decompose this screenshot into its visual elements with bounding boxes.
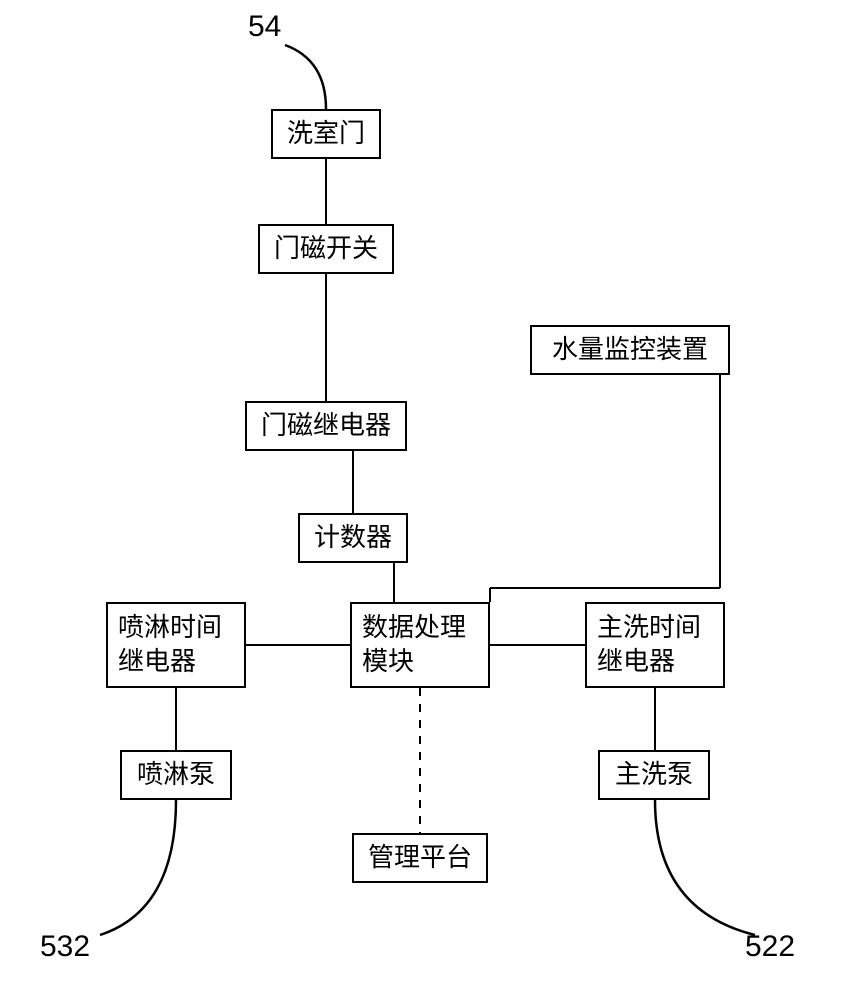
node-spray-pump: 喷淋泵: [120, 750, 232, 800]
node-wash-door: 洗室门: [271, 109, 381, 159]
node-counter: 计数器: [298, 513, 408, 563]
label-54: 54: [248, 10, 281, 44]
node-door-switch: 门磁开关: [258, 224, 394, 274]
node-main-wash-pump: 主洗泵: [598, 750, 710, 800]
node-door-relay: 门磁继电器: [245, 401, 407, 451]
node-spray-time-relay: 喷淋时间 继电器: [106, 602, 246, 688]
label-522: 522: [745, 930, 795, 964]
node-mgmt-platform: 管理平台: [352, 833, 488, 883]
node-water-monitor: 水量监控装置: [530, 325, 730, 375]
node-main-wash-relay: 主洗时间 继电器: [585, 602, 725, 688]
label-532: 532: [40, 930, 90, 964]
node-data-module: 数据处理 模块: [350, 602, 490, 688]
